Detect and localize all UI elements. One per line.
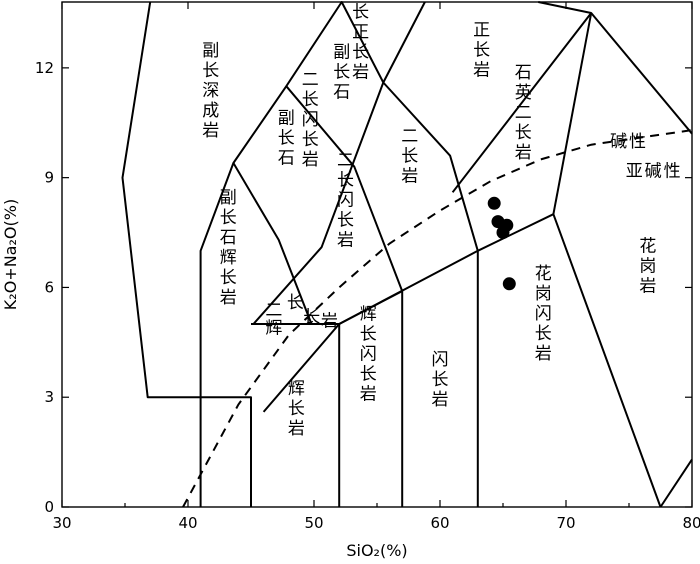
field-label: 碱性 [610,132,648,152]
field-label: 副长深成岩 [202,41,219,141]
alkaline-subalkaline-line [182,129,693,508]
field-label: 二 [265,300,284,320]
x-tick-label: 60 [430,514,449,532]
field-boundaries [121,1,693,508]
field-label: 岩 [321,311,340,331]
y-axis-label: K₂O+Na₂O(%) [1,199,20,310]
field-label: 亚碱性 [626,161,683,181]
field-boundary-line [338,213,662,508]
field-label: 长 [303,308,322,328]
y-tick-label: 9 [44,169,54,187]
x-tick-label: 30 [52,514,71,532]
axis-ticks: 30 40 50 60 70 80 0 3 6 9 12 [35,2,700,532]
field-label: 二长岩 [401,127,418,187]
sample-point [502,277,516,291]
sample-point [487,196,501,210]
sample-point [496,226,510,239]
field-labels: 副长深成岩二长正长岩副长石正长岩二长闪长岩副长石二长岩石英二长岩碱性亚碱性二长闪… [202,0,683,439]
field-boundary-line [121,1,252,507]
y-tick-label: 3 [44,388,54,406]
x-tick-label: 70 [556,514,575,532]
alkaline-divide [182,129,693,508]
field-label: 闪长岩 [432,350,449,410]
field-boundary-line [538,1,592,14]
field-boundary-line [285,85,404,507]
field-boundary-line [659,458,693,508]
field-label: 副长石 [278,108,295,168]
y-tick-label: 12 [35,59,54,77]
field-label: 花岗岩 [639,237,656,297]
field-label: 二长闪长岩 [302,70,319,170]
x-axis-label: SiO₂(%) [346,541,407,560]
field-boundary-line [232,162,313,325]
x-tick-label: 40 [178,514,197,532]
y-tick-label: 6 [44,278,54,296]
field-boundary-line [199,1,385,507]
sample-points [487,196,516,291]
field-label: 二长正长岩 [352,0,369,82]
field-label: 二长闪长岩 [337,151,354,251]
field-boundary-line [382,81,479,507]
field-boundary-line [552,12,593,215]
field-label: 石英二长岩 [515,63,532,163]
x-tick-label: 80 [682,514,700,532]
field-boundary-line [382,1,426,83]
field-label: 辉 [265,319,284,339]
field-label: 正长岩 [473,21,490,81]
field-label: 花岗闪长岩 [535,264,552,364]
field-label: 长 [287,293,306,313]
field-label: 辉长岩 [288,379,305,439]
x-tick-label: 50 [304,514,323,532]
field-label: 辉长闪长岩 [360,304,377,404]
field-boundary-line [262,290,403,413]
field-label: 副长石辉长岩 [220,188,237,308]
field-label: 副长石 [333,43,350,103]
y-tick-label: 0 [44,498,54,516]
